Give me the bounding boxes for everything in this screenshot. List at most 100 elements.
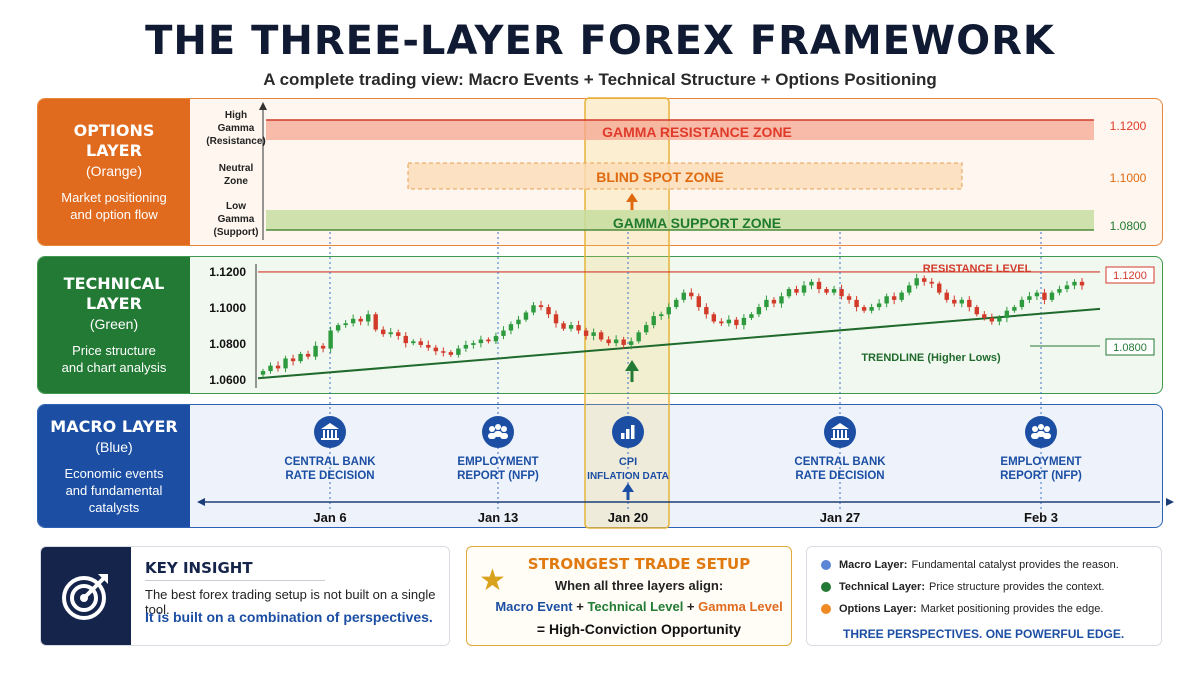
candle-body [523, 312, 529, 320]
timeline-date-label: Jan 13 [478, 510, 518, 525]
macro-layer-label: MACRO LAYER (Blue) Economic events and f… [38, 405, 190, 527]
legend-item-text: Price structure provides the context. [929, 581, 1105, 593]
candle-body [899, 292, 904, 300]
up-arrow-icon [625, 360, 639, 371]
candle-body [561, 323, 566, 329]
options-axis-label: Neutral [219, 163, 254, 174]
candle-body [651, 316, 656, 326]
technical-layer-desc-1: Price structure [72, 343, 156, 358]
candle-body [636, 332, 641, 342]
timeline-date-label: Jan 20 [608, 510, 648, 525]
candle-body [275, 365, 281, 369]
options-axis-label: (Support) [214, 227, 259, 238]
options-zone-price: 1.0800 [1110, 219, 1147, 233]
candle-body [884, 296, 889, 304]
person-head [489, 426, 495, 432]
layers-legend-box: Macro Layer: Fundamental catalyst provid… [806, 546, 1162, 646]
legend-tagline: THREE PERSPECTIVES. ONE POWERFUL EDGE. [843, 627, 1125, 641]
candle-body [944, 292, 949, 300]
candle-body [831, 289, 837, 293]
candle-body [809, 281, 814, 286]
candle-body [839, 289, 844, 297]
candle-body [974, 307, 980, 315]
candle-body [418, 341, 423, 345]
person-body [494, 431, 502, 437]
bank-column [845, 430, 847, 438]
candle-body [982, 314, 987, 318]
macro-layer-desc-1: Economic events [64, 465, 164, 481]
candle-body [929, 281, 934, 284]
macro-event-title: EMPLOYMENT [1000, 456, 1081, 468]
candle-body [260, 371, 266, 375]
options-zone-price: 1.1000 [1110, 171, 1147, 185]
candle-body [816, 281, 822, 290]
candle-body [1012, 307, 1017, 311]
options-axis-label: Gamma [218, 214, 255, 225]
candle-body [320, 345, 326, 349]
person-body [1037, 431, 1045, 437]
timeline-date-label: Jan 6 [313, 510, 346, 525]
bank-icon [824, 416, 856, 448]
macro-event-title: EMPLOYMENT [457, 456, 538, 468]
candle-body [538, 305, 544, 308]
candle-body [373, 314, 378, 330]
person-head [495, 424, 501, 430]
y-tick-label: 1.0600 [209, 373, 246, 387]
candle-body [471, 343, 476, 345]
candle-body [764, 299, 769, 308]
candle-body [1019, 299, 1025, 308]
candle-body [741, 317, 747, 326]
options-axis-label: Low [226, 201, 246, 212]
technical-layer-desc-2: and chart analysis [61, 360, 167, 375]
person-head [1044, 426, 1050, 432]
candle-body [801, 285, 807, 293]
macro-layer-color: (Blue) [95, 438, 133, 455]
support-value-box [1105, 338, 1155, 356]
up-arrow-icon [622, 483, 634, 492]
candle-body [794, 289, 799, 293]
options-zone-price: 1.1200 [1110, 119, 1147, 133]
candle-body [621, 339, 626, 345]
candle-body [343, 323, 348, 326]
candle-body [478, 339, 484, 344]
legend-dot [821, 604, 831, 614]
candle-body [486, 339, 491, 342]
candle-body [659, 314, 664, 317]
candle-body [441, 351, 446, 353]
trade-setup-title: STRONGEST TRADE SETUP [527, 555, 751, 573]
person-body [488, 433, 496, 439]
candle-body [591, 332, 596, 336]
candle-body [1079, 281, 1085, 286]
person-body [500, 433, 508, 439]
candle-body [396, 332, 401, 336]
candle-body [598, 332, 604, 340]
options-zone-label: GAMMA SUPPORT ZONE [613, 215, 781, 231]
candle-body [989, 317, 995, 322]
support-value: 1.0800 [1113, 342, 1147, 354]
timeline-date-label: Feb 3 [1024, 510, 1058, 525]
candle-body [1004, 310, 1010, 318]
macro-event-subtitle: RATE DECISION [285, 470, 374, 482]
candle-body [711, 314, 717, 322]
candle-body [298, 353, 303, 362]
key-insight-divider [145, 580, 325, 581]
candle-body [689, 292, 694, 297]
resistance-value-box [1105, 266, 1155, 284]
options-axis-label: Zone [224, 176, 248, 187]
bank-base [321, 438, 339, 440]
candle-body [403, 335, 408, 344]
candle-body [493, 335, 499, 342]
candle-body [501, 330, 506, 336]
formula-technical: Technical Level [587, 599, 684, 614]
candle-body [1057, 289, 1062, 293]
candle-body [726, 319, 732, 324]
candle-body [756, 307, 762, 315]
candle-body [433, 347, 439, 352]
timeline-arrow-right-icon [1166, 498, 1174, 506]
candle-body [516, 319, 521, 325]
bank-column [323, 430, 325, 438]
up-arrow-icon [626, 193, 638, 202]
person-head [1032, 426, 1038, 432]
candle-body [583, 330, 589, 336]
